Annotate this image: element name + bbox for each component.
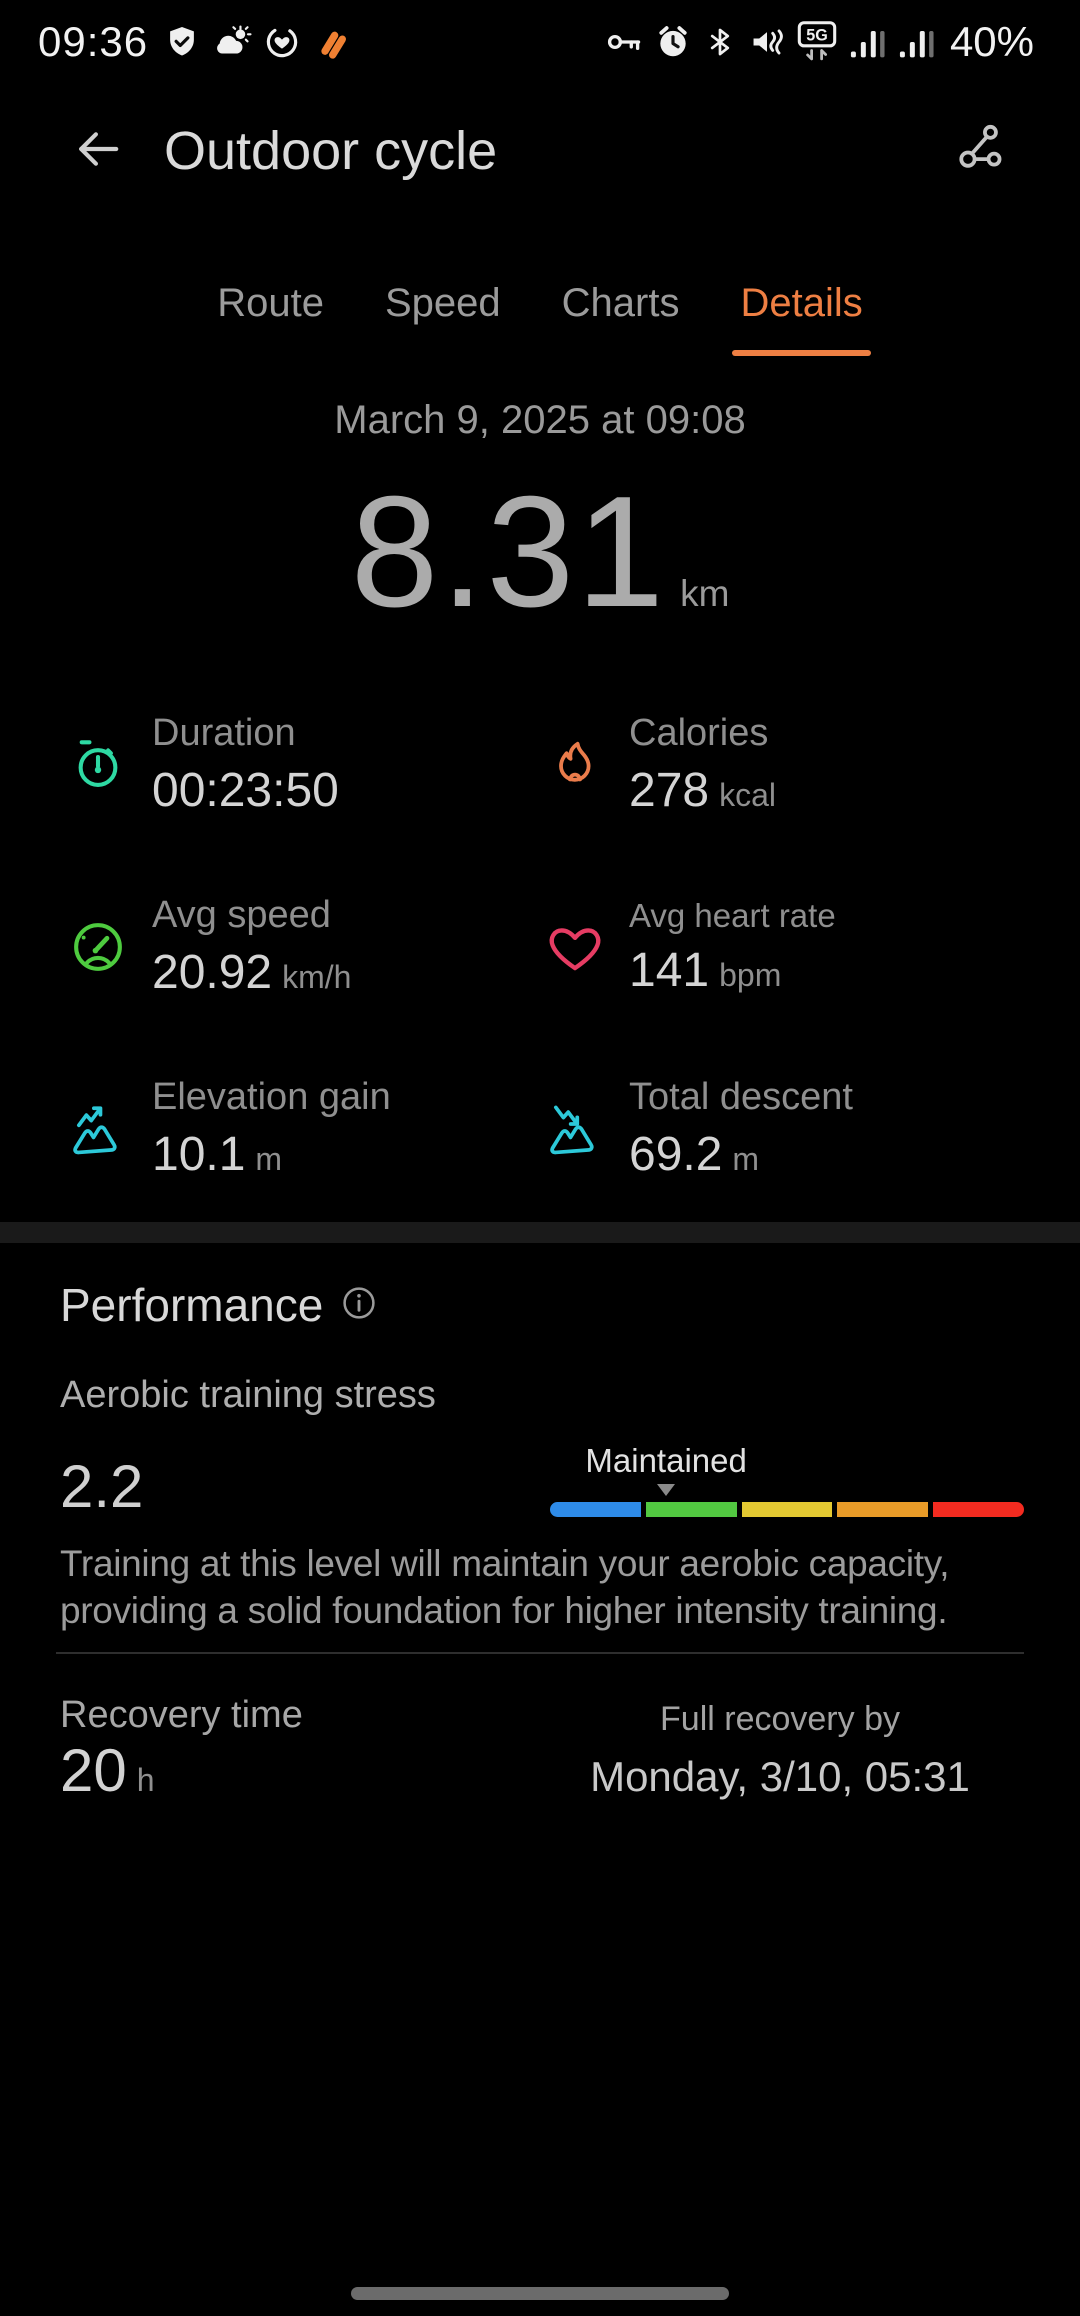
stat-label: Avg heart rate xyxy=(629,896,836,934)
stat-label: Calories xyxy=(629,712,769,754)
weather-icon xyxy=(212,23,252,61)
stat-unit: km/h xyxy=(282,959,352,995)
stress-scale-bar xyxy=(550,1502,1024,1517)
health-logo-icon xyxy=(312,22,352,62)
full-recovery-label: Full recovery by xyxy=(660,1700,900,1738)
distance-value: 8.31 xyxy=(350,464,667,640)
stress-scale-segment xyxy=(550,1502,641,1517)
stat-value: 278 xyxy=(629,764,710,817)
status-bar: 09:36 xyxy=(0,0,1080,70)
full-recovery: Full recovery by Monday, 3/10, 05:31 xyxy=(540,1700,1020,1801)
stats-grid: Duration 00:23:50 Calories 278 kcal xyxy=(68,702,1044,1192)
stat-avg-heart-rate: Avg heart rate 141 bpm xyxy=(545,884,1044,1010)
signal-bars-icon xyxy=(897,23,935,61)
stat-label: Duration xyxy=(152,712,296,754)
divider xyxy=(56,1652,1024,1654)
stress-scale-segment xyxy=(645,1502,737,1517)
recovery-time-unit: h xyxy=(136,1762,155,1798)
stress-level-label: Maintained xyxy=(585,1442,747,1479)
svg-text:5G: 5G xyxy=(806,26,828,44)
share-route-icon xyxy=(952,120,1010,183)
stress-scale-segment xyxy=(741,1502,833,1517)
stat-value: 10.1 xyxy=(152,1128,246,1181)
tab-details[interactable]: Details xyxy=(732,275,872,356)
full-recovery-value: Monday, 3/10, 05:31 xyxy=(590,1753,970,1800)
stat-label: Total descent xyxy=(629,1076,853,1118)
stress-marker xyxy=(657,1484,676,1496)
aerobic-stress-label: Aerobic training stress xyxy=(60,1374,436,1416)
stat-duration: Duration 00:23:50 xyxy=(68,702,545,828)
tab-bar: Route Speed Charts Details xyxy=(0,268,1080,356)
stat-unit: bpm xyxy=(719,956,782,993)
app-header: Outdoor cycle xyxy=(0,103,1080,199)
flame-icon xyxy=(545,735,605,795)
mountain-down-icon xyxy=(545,1099,605,1159)
battery-percent: 40% xyxy=(949,18,1034,65)
mute-vibrate-icon xyxy=(748,23,786,61)
speedometer-icon xyxy=(68,917,128,977)
back-arrow-icon xyxy=(70,121,126,182)
aerobic-stress-scale: Maintained xyxy=(550,1442,1024,1517)
distance-summary: 8.31 km xyxy=(0,462,1080,643)
aerobic-stress-value: 2.2 xyxy=(60,1453,144,1520)
tab-charts[interactable]: Charts xyxy=(561,280,680,325)
stress-scale-segment xyxy=(837,1502,929,1517)
key-icon xyxy=(605,23,643,61)
recovery-time: 20 h xyxy=(60,1736,155,1805)
stat-unit: m xyxy=(732,1141,760,1177)
performance-title: Performance xyxy=(60,1279,324,1331)
stat-elevation-gain: Elevation gain 10.1 m xyxy=(68,1066,545,1192)
alarm-icon xyxy=(654,23,692,61)
stat-calories: Calories 278 kcal xyxy=(545,702,1044,828)
info-icon[interactable] xyxy=(341,1285,377,1326)
stat-unit: kcal xyxy=(719,777,776,813)
stat-label: Elevation gain xyxy=(152,1076,391,1118)
share-button[interactable] xyxy=(952,122,1010,180)
stat-value: 69.2 xyxy=(629,1128,723,1181)
tab-route[interactable]: Route xyxy=(217,280,324,325)
distance-unit: km xyxy=(680,573,730,614)
performance-header: Performance xyxy=(60,1278,377,1332)
workout-datetime: March 9, 2025 at 09:08 xyxy=(334,398,746,442)
stopwatch-icon xyxy=(68,735,128,795)
network-5g-icon: 5G xyxy=(797,20,837,64)
stress-scale-segment xyxy=(933,1502,1024,1517)
section-divider-band xyxy=(0,1222,1080,1243)
stat-value: 141 xyxy=(629,943,710,997)
stat-unit: m xyxy=(255,1141,283,1177)
recovery-time-label: Recovery time xyxy=(60,1694,303,1736)
stat-value: 00:23:50 xyxy=(152,764,339,817)
status-time: 09:36 xyxy=(38,18,149,65)
stat-value: 20.92 xyxy=(152,946,273,999)
stat-total-descent: Total descent 69.2 m xyxy=(545,1066,1044,1192)
back-button[interactable] xyxy=(70,123,126,179)
aerobic-stress-description: Training at this level will maintain you… xyxy=(60,1543,950,1631)
health-ring-icon xyxy=(263,23,301,61)
recovery-time-value: 20 xyxy=(60,1737,127,1804)
home-indicator[interactable] xyxy=(351,2287,729,2300)
signal-bars-icon xyxy=(848,23,886,61)
heart-icon xyxy=(545,917,605,977)
shield-check-icon xyxy=(163,23,201,61)
tab-speed[interactable]: Speed xyxy=(385,280,501,325)
page-title: Outdoor cycle xyxy=(164,121,498,181)
mountain-up-icon xyxy=(68,1099,128,1159)
stat-label: Avg speed xyxy=(152,894,331,936)
stat-avg-speed: Avg speed 20.92 km/h xyxy=(68,884,545,1010)
bluetooth-icon xyxy=(703,23,737,61)
